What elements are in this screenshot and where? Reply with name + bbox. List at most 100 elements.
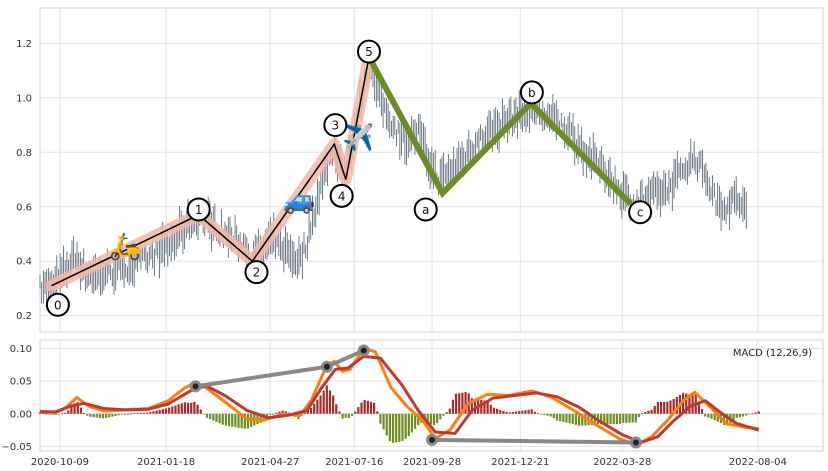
wave-label-a: a	[422, 203, 429, 217]
macd-hist-bar	[41, 413, 45, 414]
macd-hist-bar	[634, 413, 637, 423]
macd-hist-bar	[382, 413, 385, 430]
macd-hist-bar	[615, 413, 619, 425]
macd-hist-bar	[685, 393, 688, 414]
macd-hist-bar	[67, 410, 70, 414]
macd-hist-bar	[275, 412, 278, 414]
macd-hist-bar	[713, 413, 716, 421]
macd-hist-bar	[218, 413, 221, 424]
macd-hist-bar	[379, 413, 382, 424]
macd-hist-bar	[521, 410, 524, 414]
macd-hist-bar	[227, 413, 231, 427]
x-tick-label: 2022-08-04	[729, 457, 787, 468]
macd-hist-bar	[502, 410, 505, 414]
macd-hist-bar	[92, 413, 95, 418]
macd-hist-bar	[171, 406, 174, 414]
wave-label-2: 2	[253, 266, 261, 280]
price-y-tick-label: 1.2	[16, 39, 32, 50]
macd-hist-bar	[272, 413, 275, 415]
emoji-layer: 🛵 🚙 ✈️	[109, 121, 375, 262]
x-tick-label: 2021-09-28	[403, 457, 461, 468]
macd-hist-bar	[369, 401, 373, 414]
macd-hist-bar	[618, 413, 622, 424]
macd-hist-bar	[98, 413, 101, 418]
macd-hist-bar	[518, 411, 521, 414]
macd-hist-bar	[139, 412, 142, 414]
macd-hist-bar	[404, 413, 407, 439]
macd-hist-bar	[559, 413, 562, 422]
macd-hist-bar	[505, 411, 508, 414]
macd-hist-bar	[376, 411, 379, 414]
macd-hist-bar	[328, 390, 332, 414]
macd-hist-bar	[439, 413, 442, 420]
macd-hist-bar	[281, 410, 284, 414]
wave-label-1: 1	[195, 203, 203, 217]
macd-hist-bar	[647, 410, 650, 414]
wave-label-circle	[244, 260, 269, 285]
macd-hist-bar	[70, 407, 73, 414]
wave-label-c: c	[637, 206, 644, 220]
macd-hist-bar	[499, 409, 502, 414]
macd-hist-bar	[672, 398, 675, 414]
macd-hist-bar	[347, 413, 350, 419]
macd-hist-bar	[108, 413, 111, 418]
macd-hist-bar	[45, 413, 48, 415]
macd-hist-bar	[445, 412, 448, 414]
macd-hist-bar	[284, 411, 287, 414]
macd-hist-bar	[196, 404, 199, 414]
macd-hist-bar	[246, 413, 250, 429]
macd-hist-bar	[366, 400, 369, 414]
macd-hist-bar	[309, 407, 313, 414]
macd-hist-bar	[426, 413, 429, 424]
macd-hist-bar	[540, 413, 543, 415]
macd-y-tick-label: −0.05	[1, 442, 32, 453]
macd-hist-bar	[186, 402, 190, 414]
macd-hist-bar	[530, 409, 533, 414]
macd-hist-bar	[193, 401, 196, 414]
divergence-point-inner	[429, 436, 436, 443]
macd-hist-bar	[190, 402, 193, 414]
macd-hist-bar	[240, 413, 243, 429]
macd-hist-bar	[350, 413, 354, 416]
macd-hist-bar	[486, 401, 489, 414]
macd-hist-bar	[76, 402, 79, 414]
wave-label-circle	[356, 39, 381, 64]
macd-hist-bar	[606, 413, 609, 425]
macd-hist-bar	[48, 413, 51, 415]
macd-hist-bar	[407, 413, 410, 437]
divergence-point-inner	[360, 347, 367, 354]
macd-hist-bar	[754, 412, 757, 414]
macd-hist-bar	[454, 393, 458, 414]
macd-hist-bar	[524, 410, 527, 414]
macd-hist-bar	[114, 413, 117, 416]
macd-hist-bar	[64, 412, 67, 414]
macd-hist-bar	[707, 413, 710, 418]
macd-hist-bar	[432, 413, 436, 426]
macd-hist-bar	[735, 413, 738, 418]
wave-label-circle	[186, 197, 211, 222]
price-y-tick-label: 0.6	[16, 202, 32, 213]
macd-hist-bar	[373, 402, 376, 414]
price-y-tick-label: 0.8	[16, 148, 32, 159]
macd-hist-bar	[514, 411, 518, 414]
macd-hist-bar	[697, 401, 700, 414]
macd-hist-bar	[656, 402, 659, 414]
macd-hist-bar	[748, 413, 751, 415]
macd-hist-bar	[436, 413, 439, 424]
price-y-tick-label: 1.0	[16, 93, 32, 104]
macd-hist-bar	[82, 412, 86, 414]
macd-hist-bar	[259, 413, 262, 423]
macd-hist-bar	[344, 413, 347, 418]
macd-hist-bar	[158, 409, 161, 414]
airplane-emoji: ✈️	[342, 121, 374, 153]
wave-label-circle	[323, 113, 348, 138]
macd-hist-bar	[57, 413, 60, 415]
macd-hist-bar	[625, 413, 628, 423]
macd-hist-bar	[745, 413, 748, 416]
macd-hist-bar	[164, 408, 168, 414]
macd-panel: −0.05 0.00 0.05 0.10 MACD (12,26,9) 2020-10…	[1, 339, 824, 468]
macd-hist-bar	[448, 408, 451, 414]
macd-hist-bar	[483, 400, 486, 414]
macd-y-tick-label: 0.10	[10, 344, 32, 355]
macd-hist-bar	[215, 413, 218, 422]
